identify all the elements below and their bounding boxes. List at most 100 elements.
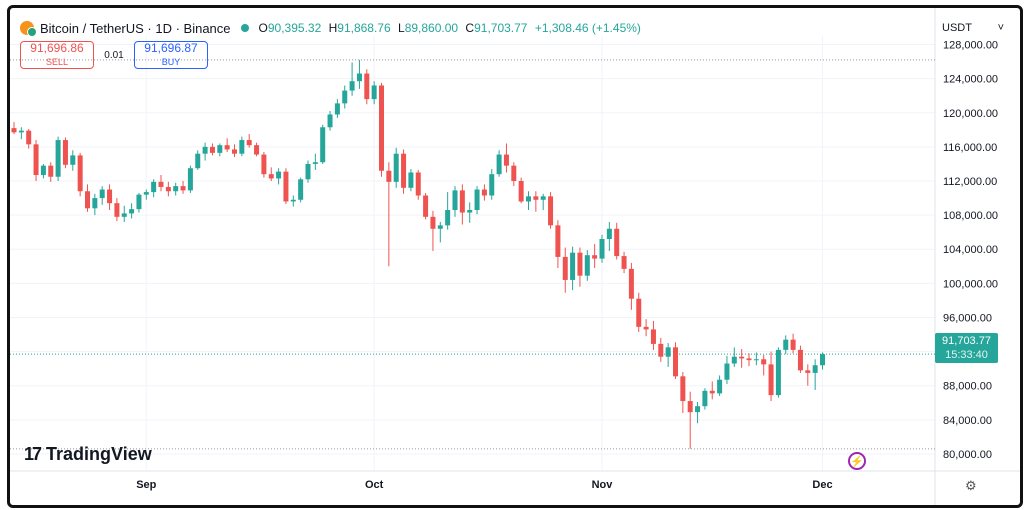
candle-body xyxy=(254,145,260,155)
buy-button[interactable]: 91,696.87 BUY xyxy=(134,41,208,69)
y-tick-label: 108,000.00 xyxy=(943,210,998,222)
candle-body xyxy=(11,128,17,133)
chevron-down-icon: ˅ xyxy=(997,22,1004,34)
candle-body xyxy=(246,140,252,146)
candle-body xyxy=(415,172,421,196)
candle-body xyxy=(18,130,24,133)
candle-body xyxy=(107,189,113,204)
candle-body xyxy=(753,359,759,361)
symbol-title[interactable]: Bitcoin / TetherUS · 1D · Binance xyxy=(40,20,231,36)
candle-body xyxy=(496,154,502,175)
y-tick-label: 100,000.00 xyxy=(943,278,998,290)
candle-body xyxy=(129,209,135,214)
trade-panel: 91,696.86 SELL 0.01 91,696.87 BUY xyxy=(20,41,208,69)
candle-body xyxy=(342,90,348,104)
candle-body xyxy=(305,163,311,180)
candle-body xyxy=(739,356,745,359)
candle-body xyxy=(650,329,656,344)
candle-body xyxy=(173,186,179,192)
candle-body xyxy=(99,189,105,199)
candle-body xyxy=(526,196,531,202)
candle-body xyxy=(805,370,811,373)
candle-body xyxy=(268,174,274,179)
candle-body xyxy=(283,171,289,202)
candle-body xyxy=(665,347,671,357)
candle-body xyxy=(224,145,230,150)
candle-body xyxy=(680,376,686,402)
tradingview-logo[interactable]: 17 TradingView xyxy=(24,444,152,465)
candle-body xyxy=(511,165,517,181)
candle-body xyxy=(48,165,54,177)
candle-body xyxy=(702,390,708,407)
candle-body xyxy=(371,85,377,100)
candle-body xyxy=(577,252,583,276)
low-value: 89,860.00 xyxy=(404,21,459,35)
candle-body xyxy=(158,181,164,187)
candle-body xyxy=(408,172,414,188)
candle-body xyxy=(820,354,825,366)
candle-body xyxy=(62,140,68,165)
candle-body xyxy=(445,210,451,226)
last-price-value: 91,703.77 xyxy=(942,335,991,347)
sell-button[interactable]: 91,696.86 SELL xyxy=(20,41,94,69)
tradingview-mark-icon: 17 xyxy=(24,444,42,464)
bolt-icon[interactable]: ⚡ xyxy=(848,452,866,470)
close-key: C xyxy=(465,21,475,35)
close-value: 91,703.77 xyxy=(474,21,528,35)
y-tick-label: 128,000.00 xyxy=(943,40,998,52)
open-value: 90,395.32 xyxy=(267,21,322,35)
candle-body xyxy=(386,170,392,182)
candle-body xyxy=(474,189,480,210)
price-chart[interactable]: 80,000.0084,000.0088,000.0092,000.0096,0… xyxy=(10,8,1020,505)
candle-body xyxy=(85,191,90,209)
candle-body xyxy=(459,190,465,213)
y-tick-label: 80,000.00 xyxy=(943,449,992,461)
currency-label: USDT xyxy=(942,22,972,34)
candle-body xyxy=(548,196,554,226)
chart-window: 80,000.0084,000.0088,000.0092,000.0096,0… xyxy=(7,5,1023,508)
candle-body xyxy=(33,144,39,176)
chart-area[interactable]: 80,000.0084,000.0088,000.0092,000.0096,0… xyxy=(10,8,1020,505)
candle-body xyxy=(180,186,186,191)
candle-body xyxy=(437,225,443,229)
candle-body xyxy=(768,364,774,396)
x-tick-label: Dec xyxy=(812,479,832,491)
candle-body xyxy=(783,339,789,350)
candle-body xyxy=(298,179,304,200)
y-tick-label: 116,000.00 xyxy=(943,142,997,154)
candle-body xyxy=(695,406,701,413)
candle-body xyxy=(606,228,612,239)
candle-body xyxy=(349,81,355,91)
candle-body xyxy=(503,154,509,166)
candle-body xyxy=(687,401,693,413)
candle-body xyxy=(673,347,678,377)
candle-body xyxy=(467,210,473,213)
spread-value: 0.01 xyxy=(104,49,124,61)
candle-body xyxy=(592,255,598,259)
currency-select[interactable]: USDT ˅ xyxy=(938,18,1008,38)
candle-body xyxy=(555,225,561,257)
candle-body xyxy=(232,149,237,154)
y-tick-label: 104,000.00 xyxy=(943,244,998,256)
x-tick-label: Nov xyxy=(592,479,614,491)
chart-header: Bitcoin / TetherUS · 1D · Binance O90,39… xyxy=(20,18,645,38)
candle-body xyxy=(790,339,796,350)
candle-body xyxy=(658,343,664,357)
low-key: L xyxy=(398,21,405,35)
candle-body xyxy=(540,196,546,200)
candle-body xyxy=(209,146,215,153)
candle-body xyxy=(26,130,32,145)
candle-body xyxy=(143,192,149,195)
gear-icon[interactable]: ⚙ xyxy=(965,478,977,493)
candle-body xyxy=(717,379,723,394)
buy-label: BUY xyxy=(161,57,181,67)
candle-body xyxy=(114,203,120,217)
candle-body xyxy=(614,228,620,257)
candle-body xyxy=(812,365,818,373)
candle-body xyxy=(364,73,370,100)
candle-body xyxy=(379,85,384,171)
x-tick-label: Sep xyxy=(136,479,156,491)
candle-body xyxy=(628,268,634,299)
candle-body xyxy=(320,127,326,163)
candle-body xyxy=(165,186,171,192)
